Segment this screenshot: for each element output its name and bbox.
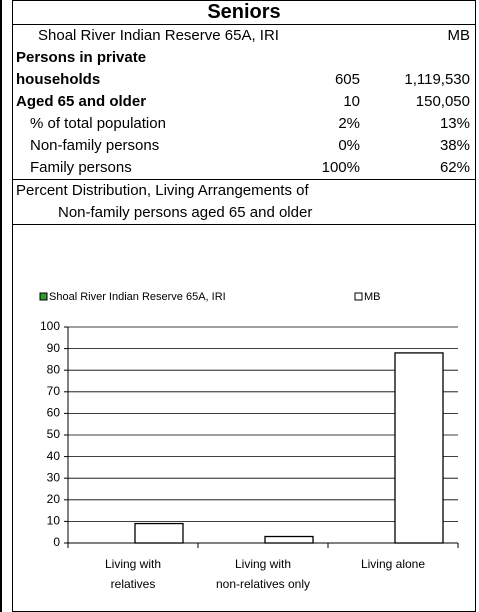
bar bbox=[264, 535, 314, 544]
x-tick-label: Living with bbox=[105, 557, 161, 571]
y-tick-label: 30 bbox=[47, 470, 61, 484]
y-tick-label: 90 bbox=[47, 341, 61, 355]
chart-title: Percent Distribution, Living Arrangement… bbox=[16, 182, 309, 199]
cell: 13% bbox=[439, 115, 470, 132]
bar bbox=[134, 522, 184, 544]
x-tick-label: non-relatives only bbox=[216, 577, 310, 591]
y-tick-label: 70 bbox=[47, 384, 61, 398]
cell: 100% bbox=[321, 159, 360, 176]
bar bbox=[394, 352, 444, 544]
y-tick-label: 40 bbox=[47, 449, 61, 463]
cell: 1,119,530 bbox=[404, 71, 470, 88]
x-tick-label: relatives bbox=[111, 577, 156, 591]
cell: 10 bbox=[343, 93, 360, 110]
divider bbox=[12, 179, 476, 180]
divider bbox=[12, 224, 476, 225]
cell: 62% bbox=[439, 159, 470, 176]
cell: 2% bbox=[338, 115, 360, 132]
divider bbox=[12, 24, 476, 25]
legend-swatch bbox=[354, 292, 363, 301]
x-tick-label: Living alone bbox=[361, 557, 425, 571]
legend-label: MB bbox=[364, 291, 381, 303]
legend-label: Shoal River Indian Reserve 65A, IRI bbox=[49, 291, 226, 303]
row-label: Aged 65 and older bbox=[16, 93, 147, 110]
cell: 605 bbox=[334, 71, 360, 88]
y-tick-label: 80 bbox=[47, 362, 61, 376]
column-header: MB bbox=[447, 27, 471, 44]
y-tick-label: 20 bbox=[47, 492, 61, 506]
y-tick-label: 0 bbox=[53, 535, 60, 549]
row-label: Family persons bbox=[30, 159, 132, 176]
legend-swatch bbox=[39, 292, 48, 301]
cell: 150,050 bbox=[415, 93, 470, 110]
y-tick-label: 60 bbox=[47, 406, 61, 420]
row-label: % of total population bbox=[30, 115, 166, 132]
chart-title: Non-family persons aged 65 and older bbox=[58, 204, 313, 221]
left-rule bbox=[0, 0, 2, 612]
row-label: households bbox=[16, 71, 101, 88]
cell: 0% bbox=[338, 137, 360, 154]
title: Seniors bbox=[207, 1, 281, 23]
cell: 38% bbox=[439, 137, 470, 154]
y-tick-label: 10 bbox=[47, 514, 61, 528]
column-header: Shoal River Indian Reserve 65A, IRI bbox=[38, 27, 279, 44]
y-tick-label: 100 bbox=[40, 319, 60, 333]
row-label: Non-family persons bbox=[30, 137, 160, 154]
x-tick-label: Living with bbox=[235, 557, 291, 571]
row-label: Persons in private bbox=[16, 49, 147, 66]
y-tick-label: 50 bbox=[47, 427, 61, 441]
